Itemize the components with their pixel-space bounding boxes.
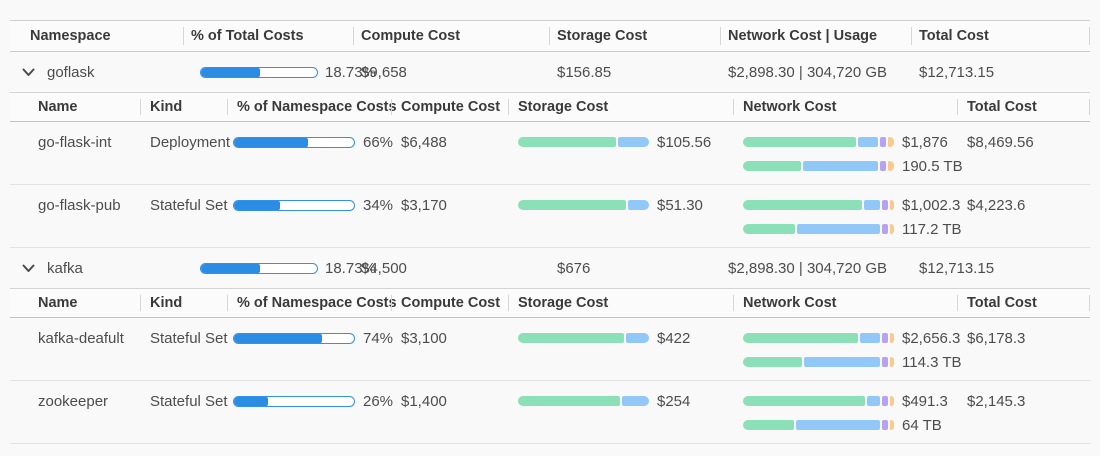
workload-name: go-flask-pub bbox=[38, 196, 121, 214]
namespace-table-header: Namespace % of Total Costs Compute Cost … bbox=[10, 20, 1090, 52]
workload-kind: Deployment bbox=[150, 133, 231, 151]
header-network-cost: Network Cost bbox=[733, 93, 957, 121]
namespace-name: kafka bbox=[47, 259, 83, 277]
storage-cost-value: $676 bbox=[557, 259, 591, 277]
workload-table-header: Name Kind % of Namespace Costs Compute C… bbox=[10, 288, 1090, 318]
workload-row-go-flask-int: go-flask-int Deployment 66% $6,488 $105.… bbox=[10, 122, 1090, 185]
total-cost-value: $12,713.15 bbox=[919, 259, 995, 277]
namespace-costs-percent: 26% bbox=[363, 392, 394, 410]
header-pct-of-namespace-costs: % of Namespace Costs bbox=[227, 93, 397, 121]
network-cost-value: $1,876 bbox=[902, 133, 948, 151]
compute-cost-value: $1,400 bbox=[401, 392, 447, 410]
cost-allocation-table: Namespace % of Total Costs Compute Cost … bbox=[10, 20, 1090, 444]
compute-cost-value: $4,500 bbox=[361, 259, 407, 277]
total-cost-value: $6,178.3 bbox=[967, 329, 1026, 347]
workload-name: go-flask-int bbox=[38, 133, 112, 151]
total-costs-percent: 18.73% bbox=[325, 259, 376, 277]
namespace-costs-progress-bar bbox=[233, 332, 355, 344]
header-kind: Kind bbox=[140, 93, 227, 121]
total-cost-value: $2,145.3 bbox=[967, 392, 1026, 410]
network-cost-usage-value: $2,898.30 | 304,720 GB bbox=[728, 63, 888, 81]
header-compute-cost: Compute Cost bbox=[353, 21, 549, 51]
chevron-down-icon[interactable] bbox=[22, 68, 35, 77]
network-cost-bar bbox=[743, 333, 895, 343]
storage-cost-value: $422 bbox=[657, 329, 691, 347]
compute-cost-value: $9,658 bbox=[361, 63, 407, 81]
header-compute-cost: Compute Cost bbox=[391, 289, 508, 317]
storage-cost-bar bbox=[518, 137, 649, 147]
network-cost-bar bbox=[743, 200, 895, 210]
namespace-costs-percent: 66% bbox=[363, 133, 394, 151]
header-storage-cost: Storage Cost bbox=[508, 289, 733, 317]
namespace-costs-progress-bar bbox=[233, 395, 355, 407]
namespace-costs-progress-bar bbox=[233, 199, 355, 211]
header-total-cost: Total Cost bbox=[957, 93, 1090, 121]
network-cost-bar bbox=[743, 396, 895, 406]
header-network-cost-usage: Network Cost | Usage bbox=[720, 21, 911, 51]
network-usage-value: 114.3 TB bbox=[902, 353, 962, 371]
network-usage-bar bbox=[743, 224, 894, 234]
header-total-cost: Total Cost bbox=[957, 289, 1090, 317]
network-usage-bar bbox=[743, 161, 894, 171]
header-total-cost: Total Cost bbox=[911, 21, 1090, 51]
storage-cost-value: $254 bbox=[657, 392, 691, 410]
network-usage-bar bbox=[743, 357, 894, 367]
namespace-costs-percent: 34% bbox=[363, 196, 394, 214]
compute-cost-value: $3,170 bbox=[401, 196, 447, 214]
network-cost-value: $491.3 bbox=[902, 392, 948, 410]
workload-row-zookeeper: zookeeper Stateful Set 26% $1,400 $254 $… bbox=[10, 381, 1090, 444]
workload-kind: Stateful Set bbox=[150, 329, 228, 347]
header-kind: Kind bbox=[140, 289, 227, 317]
compute-cost-value: $3,100 bbox=[401, 329, 447, 347]
workload-table-header: Name Kind % of Namespace Costs Compute C… bbox=[10, 92, 1090, 122]
network-cost-value: $1,002.3 bbox=[902, 196, 961, 214]
header-compute-cost: Compute Cost bbox=[391, 93, 508, 121]
workload-row-go-flask-pub: go-flask-pub Stateful Set 34% $3,170 $51… bbox=[10, 185, 1090, 248]
total-costs-progress-bar bbox=[200, 262, 318, 274]
storage-cost-bar bbox=[518, 333, 649, 343]
network-cost-value: $2,656.3 bbox=[902, 329, 961, 347]
chevron-down-icon[interactable] bbox=[22, 264, 35, 273]
total-cost-value: $4,223.6 bbox=[967, 196, 1026, 214]
workload-kind: Stateful Set bbox=[150, 392, 228, 410]
storage-cost-value: $156.85 bbox=[557, 63, 612, 81]
storage-cost-value: $51.30 bbox=[657, 196, 703, 214]
header-name: Name bbox=[38, 295, 78, 311]
workload-name: kafka-deafult bbox=[38, 329, 124, 347]
namespace-costs-percent: 74% bbox=[363, 329, 394, 347]
namespace-costs-progress-bar bbox=[233, 136, 355, 148]
namespace-name: goflask bbox=[47, 63, 95, 81]
workload-row-kafka-deafult: kafka-deafult Stateful Set 74% $3,100 $4… bbox=[10, 318, 1090, 381]
compute-cost-value: $6,488 bbox=[401, 133, 447, 151]
header-storage-cost: Storage Cost bbox=[549, 21, 720, 51]
total-costs-percent: 18.73% bbox=[325, 63, 376, 81]
namespace-row-goflask[interactable]: goflask 18.73% $9,658 $156.85 $2,898.30 … bbox=[10, 52, 1090, 92]
header-storage-cost: Storage Cost bbox=[508, 93, 733, 121]
network-usage-value: 190.5 TB bbox=[902, 157, 963, 175]
network-cost-bar bbox=[743, 137, 895, 147]
header-pct-of-namespace-costs: % of Namespace Costs bbox=[227, 289, 397, 317]
namespace-row-kafka[interactable]: kafka 18.73% $4,500 $676 $2,898.30 | 304… bbox=[10, 248, 1090, 288]
header-network-cost: Network Cost bbox=[733, 289, 957, 317]
header-namespace: Namespace bbox=[30, 28, 111, 44]
network-usage-value: 117.2 TB bbox=[902, 220, 962, 238]
storage-cost-value: $105.56 bbox=[657, 133, 712, 151]
storage-cost-bar bbox=[518, 396, 649, 406]
network-usage-bar bbox=[743, 420, 894, 430]
storage-cost-bar bbox=[518, 200, 649, 210]
header-pct-of-total-costs: % of Total Costs bbox=[183, 21, 353, 51]
header-name: Name bbox=[38, 99, 78, 115]
network-cost-usage-value: $2,898.30 | 304,720 GB bbox=[728, 259, 888, 277]
total-cost-value: $12,713.15 bbox=[919, 63, 995, 81]
workload-kind: Stateful Set bbox=[150, 196, 228, 214]
total-cost-value: $8,469.56 bbox=[967, 133, 1034, 151]
total-costs-progress-bar bbox=[200, 66, 318, 78]
workload-name: zookeeper bbox=[38, 392, 109, 410]
network-usage-value: 64 TB bbox=[902, 416, 942, 434]
